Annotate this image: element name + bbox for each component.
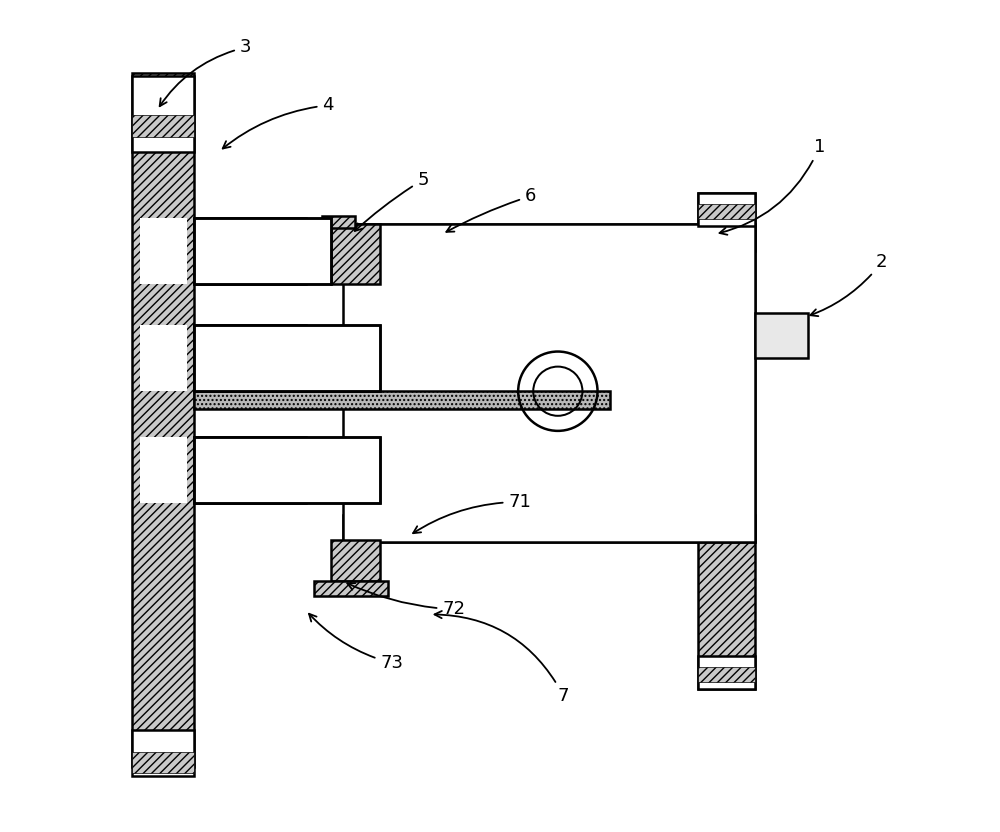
Text: 71: 71 [413,493,531,533]
Bar [343,225,755,250]
Bar [343,250,755,515]
Text: 6: 6 [446,187,536,232]
Bar [194,235,306,265]
Text: 1: 1 [720,137,825,235]
Bar [331,540,380,582]
Bar [132,76,194,151]
Bar [755,313,808,358]
Bar [194,437,380,503]
Bar [194,484,306,503]
Text: 7: 7 [435,611,569,706]
Bar [194,373,306,391]
Bar [132,751,194,773]
Bar [343,515,755,542]
Bar [132,730,194,775]
Bar [194,437,306,455]
Text: 2: 2 [810,253,888,316]
Bar [331,225,380,284]
Bar [194,391,610,409]
Bar [343,225,755,542]
Bar [194,265,306,284]
Bar [140,437,187,503]
Bar [194,325,380,391]
Bar [698,205,755,220]
Bar [194,437,380,503]
Bar [698,193,755,226]
Bar [698,193,755,689]
Bar [132,73,194,767]
Bar [698,667,755,682]
Text: 4: 4 [223,97,334,148]
Bar [194,218,331,284]
Bar [140,325,187,391]
Bar [132,115,194,136]
Bar [194,218,306,235]
Bar [194,218,331,284]
Text: 3: 3 [160,38,251,106]
Bar [194,455,306,484]
Bar [698,656,755,689]
Text: 73: 73 [309,614,403,672]
Bar [140,218,187,284]
Bar [194,325,380,391]
Bar [314,582,388,597]
Text: 5: 5 [355,171,429,231]
Text: 72: 72 [347,583,465,618]
Bar [194,325,306,344]
Bar [322,216,355,228]
Bar [194,344,306,373]
